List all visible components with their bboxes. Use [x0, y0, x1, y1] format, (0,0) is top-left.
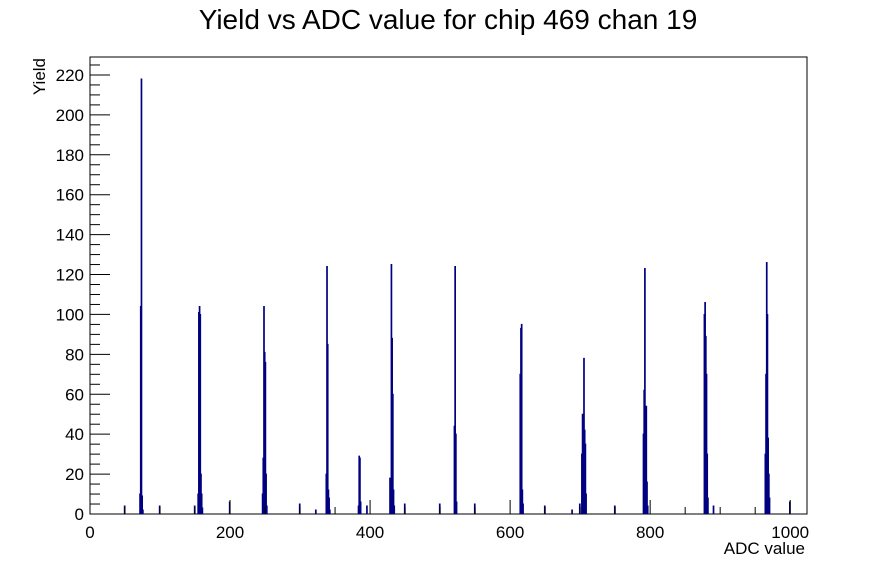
histogram-bar: [265, 473, 267, 514]
histogram-bar: [520, 323, 523, 514]
y-tick-label: 40: [65, 425, 84, 444]
histogram-bar: [585, 493, 587, 514]
y-tick-label: 160: [56, 186, 84, 205]
histogram-bar: [264, 361, 267, 514]
histogram-bar: [705, 373, 708, 514]
histogram-bar: [391, 393, 394, 514]
histogram-bar: [392, 489, 395, 514]
histogram-bar: [455, 501, 458, 514]
histogram-bar: [314, 509, 317, 514]
y-axis: 0 20 40 60 80 100 120 140 160 180 200 220: [56, 64, 110, 524]
histogram-bar: [140, 78, 143, 514]
y-tick-label: 180: [56, 146, 84, 165]
x-tick-label: 800: [636, 523, 664, 542]
x-tick-label: 400: [356, 523, 384, 542]
histogram-bar: [142, 509, 144, 514]
histogram-bar: [359, 457, 361, 514]
histogram-bar: [200, 493, 203, 514]
x-tick-label: 600: [496, 523, 524, 542]
y-tick-label: 60: [65, 385, 84, 404]
histogram-bar: [584, 443, 587, 514]
histogram-bar: [521, 489, 524, 514]
histogram-bar: [326, 343, 329, 514]
histogram-bar: [768, 497, 771, 514]
histogram-bar: [766, 313, 769, 514]
histogram-bar: [646, 481, 648, 514]
y-tick-label: 140: [56, 226, 84, 245]
histogram-series: [123, 78, 791, 514]
histogram-bar: [328, 509, 331, 514]
x-axis: 0 200 400 600 800 1000: [85, 500, 809, 542]
y-tick-label: 220: [56, 66, 84, 85]
histogram-bar: [359, 501, 362, 514]
histogram-bar: [454, 266, 456, 514]
histogram-bar: [646, 505, 649, 514]
histogram-bar: [706, 453, 709, 514]
x-tick-label: 200: [216, 523, 244, 542]
histogram-bar: [522, 503, 524, 514]
y-tick-label: 200: [56, 106, 84, 125]
y-tick-label: 0: [75, 505, 84, 524]
histogram-bar: [201, 507, 204, 514]
histogram-bar: [199, 313, 202, 514]
y-tick-label: 120: [56, 266, 84, 285]
y-tick-label: 80: [65, 345, 84, 364]
histogram-bar: [767, 473, 770, 514]
y-tick-label: 100: [56, 305, 84, 324]
x-tick-label: 1000: [771, 523, 809, 542]
histogram-bar: [328, 497, 330, 514]
y-tick-label: 20: [65, 465, 84, 484]
histogram-bar: [571, 509, 573, 514]
y-axis-title: Yield: [30, 58, 49, 95]
histogram-bar: [712, 505, 715, 514]
x-tick-label: 0: [85, 523, 94, 542]
histogram-bar: [366, 505, 368, 514]
histogram-bar: [644, 268, 646, 514]
histogram-bar: [265, 505, 268, 514]
histogram-bar: [141, 495, 144, 514]
plot-frame: [89, 56, 808, 515]
histogram-bar: [707, 497, 709, 514]
chart-title: Yield vs ADC value for chip 469 chan 19: [198, 4, 698, 35]
histogram-bar: [455, 433, 457, 514]
histogram-bar: [393, 505, 396, 514]
histogram-bar: [645, 405, 648, 514]
x-axis-title: ADC value: [724, 539, 805, 558]
